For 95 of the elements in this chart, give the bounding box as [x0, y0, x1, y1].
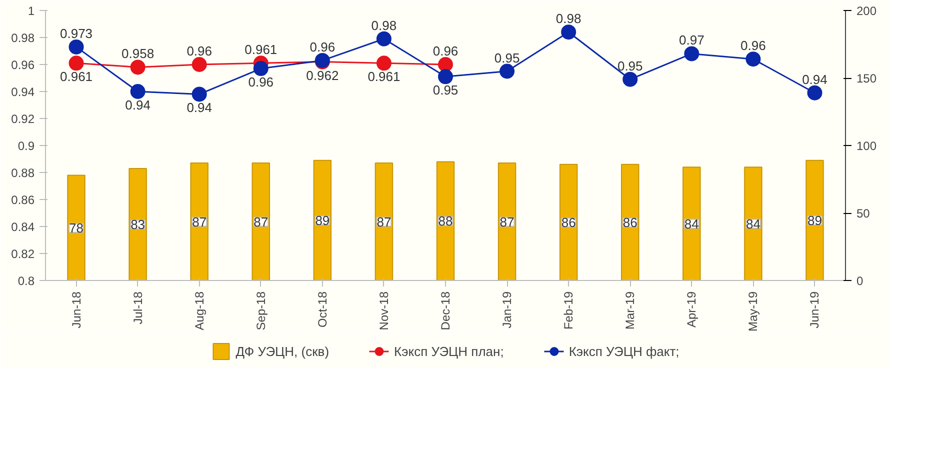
data-label: 0.97: [679, 32, 704, 48]
data-label: 78: [69, 220, 84, 236]
data-label: 0.958: [122, 46, 154, 62]
bar: [313, 160, 332, 280]
y-tick-label: 0.88: [11, 166, 35, 180]
point: [807, 85, 822, 100]
y2-tick-label: 200: [856, 4, 877, 18]
legend-label: ДФ УЭЦН, (скв): [236, 344, 330, 358]
data-label: 0.96: [248, 74, 274, 90]
point: [684, 46, 700, 62]
point: [438, 57, 453, 72]
point: [192, 86, 207, 102]
x-tick-label: Feb-19: [562, 291, 576, 330]
bar: [436, 161, 455, 280]
data-label: 0.95: [617, 58, 643, 74]
y-tick-label: 0.92: [11, 112, 35, 126]
data-label: 0.962: [306, 68, 339, 83]
point: [561, 24, 576, 40]
data-label: 87: [376, 214, 392, 230]
y2-tick-label: 150: [856, 72, 877, 86]
data-label: 89: [808, 212, 822, 228]
data-label: 0.95: [432, 82, 458, 98]
x-tick-label: Dec-18: [438, 291, 452, 330]
y2-tick-label: 0: [856, 274, 864, 288]
x-tick-label: Sep-18: [254, 291, 268, 330]
point: [376, 31, 392, 46]
bar: [744, 166, 762, 280]
y2-tick-label: 50: [856, 206, 870, 220]
bar: [374, 162, 394, 280]
data-label: 0.94: [802, 72, 828, 87]
bar: [252, 162, 270, 280]
data-label: 0.961: [60, 69, 93, 84]
data-label: 0.96: [310, 39, 336, 54]
point: [746, 52, 761, 67]
point: [130, 84, 146, 99]
data-label: 87: [500, 214, 514, 230]
data-label: 0.94: [186, 100, 212, 116]
bar: [682, 166, 701, 280]
x-tick-label: Nov-18: [376, 291, 391, 330]
bar: [806, 160, 824, 280]
bar: [559, 164, 578, 280]
x-tick-label: Oct-18: [315, 291, 330, 328]
bar: [621, 164, 640, 280]
y-tick-label: 0.98: [11, 31, 35, 45]
y-tick-label: 0.8: [18, 274, 35, 288]
bar: [498, 162, 516, 280]
data-label: 0.973: [60, 26, 93, 41]
data-label: 0.95: [494, 50, 520, 66]
y-tick-label: 0.86: [11, 193, 35, 207]
x-tick-label: Jun-18: [69, 291, 84, 328]
data-label: 84: [746, 216, 760, 232]
y-tick-label: 0.82: [11, 247, 35, 261]
data-label: 0.94: [125, 98, 150, 112]
data-label: 0.96: [186, 44, 212, 58]
point: [438, 69, 453, 84]
data-label: 86: [622, 214, 638, 230]
point: [130, 60, 146, 75]
x-tick-label: Apr-19: [684, 291, 699, 328]
x-tick-label: Jul-18: [130, 291, 145, 324]
y-tick-label: 1: [28, 4, 35, 18]
y-tick-label: 0.9: [18, 139, 35, 153]
data-label: 89: [315, 212, 330, 228]
data-label: 88: [438, 214, 453, 229]
point: [376, 56, 392, 71]
data-label: 0.96: [740, 38, 766, 54]
data-label: 87: [254, 214, 268, 230]
data-label: 0.98: [371, 18, 397, 33]
data-label: 83: [130, 216, 146, 232]
data-label: 86: [561, 214, 576, 230]
point: [192, 57, 207, 72]
bar: [67, 174, 86, 280]
point: [622, 72, 638, 87]
x-tick-label: Jun-19: [808, 291, 822, 328]
point: [68, 39, 84, 54]
data-label: 0.961: [244, 42, 278, 58]
legend-label: Кэксп УЭЦН план;: [394, 344, 504, 358]
x-tick-label: Aug-18: [192, 291, 206, 330]
data-label: 87: [192, 214, 207, 230]
data-label: 0.961: [368, 69, 400, 84]
data-label: 0.96: [432, 44, 458, 58]
y-tick-label: 0.84: [11, 220, 35, 234]
point: [253, 61, 268, 76]
y-tick-label: 0.96: [11, 58, 35, 72]
x-tick-label: May-19: [746, 291, 760, 332]
point: [500, 64, 515, 79]
data-label: 84: [684, 216, 699, 232]
legend-label: Кэксп УЭЦН факт;: [568, 344, 680, 358]
data-label: 0.98: [556, 11, 582, 26]
x-tick-label: Jan-19: [500, 291, 514, 328]
point: [68, 56, 84, 71]
bar: [128, 168, 147, 280]
y-tick-label: 0.94: [11, 85, 35, 99]
bar: [190, 162, 208, 280]
y2-tick-label: 100: [856, 139, 877, 153]
x-tick-label: Mar-19: [623, 291, 638, 330]
